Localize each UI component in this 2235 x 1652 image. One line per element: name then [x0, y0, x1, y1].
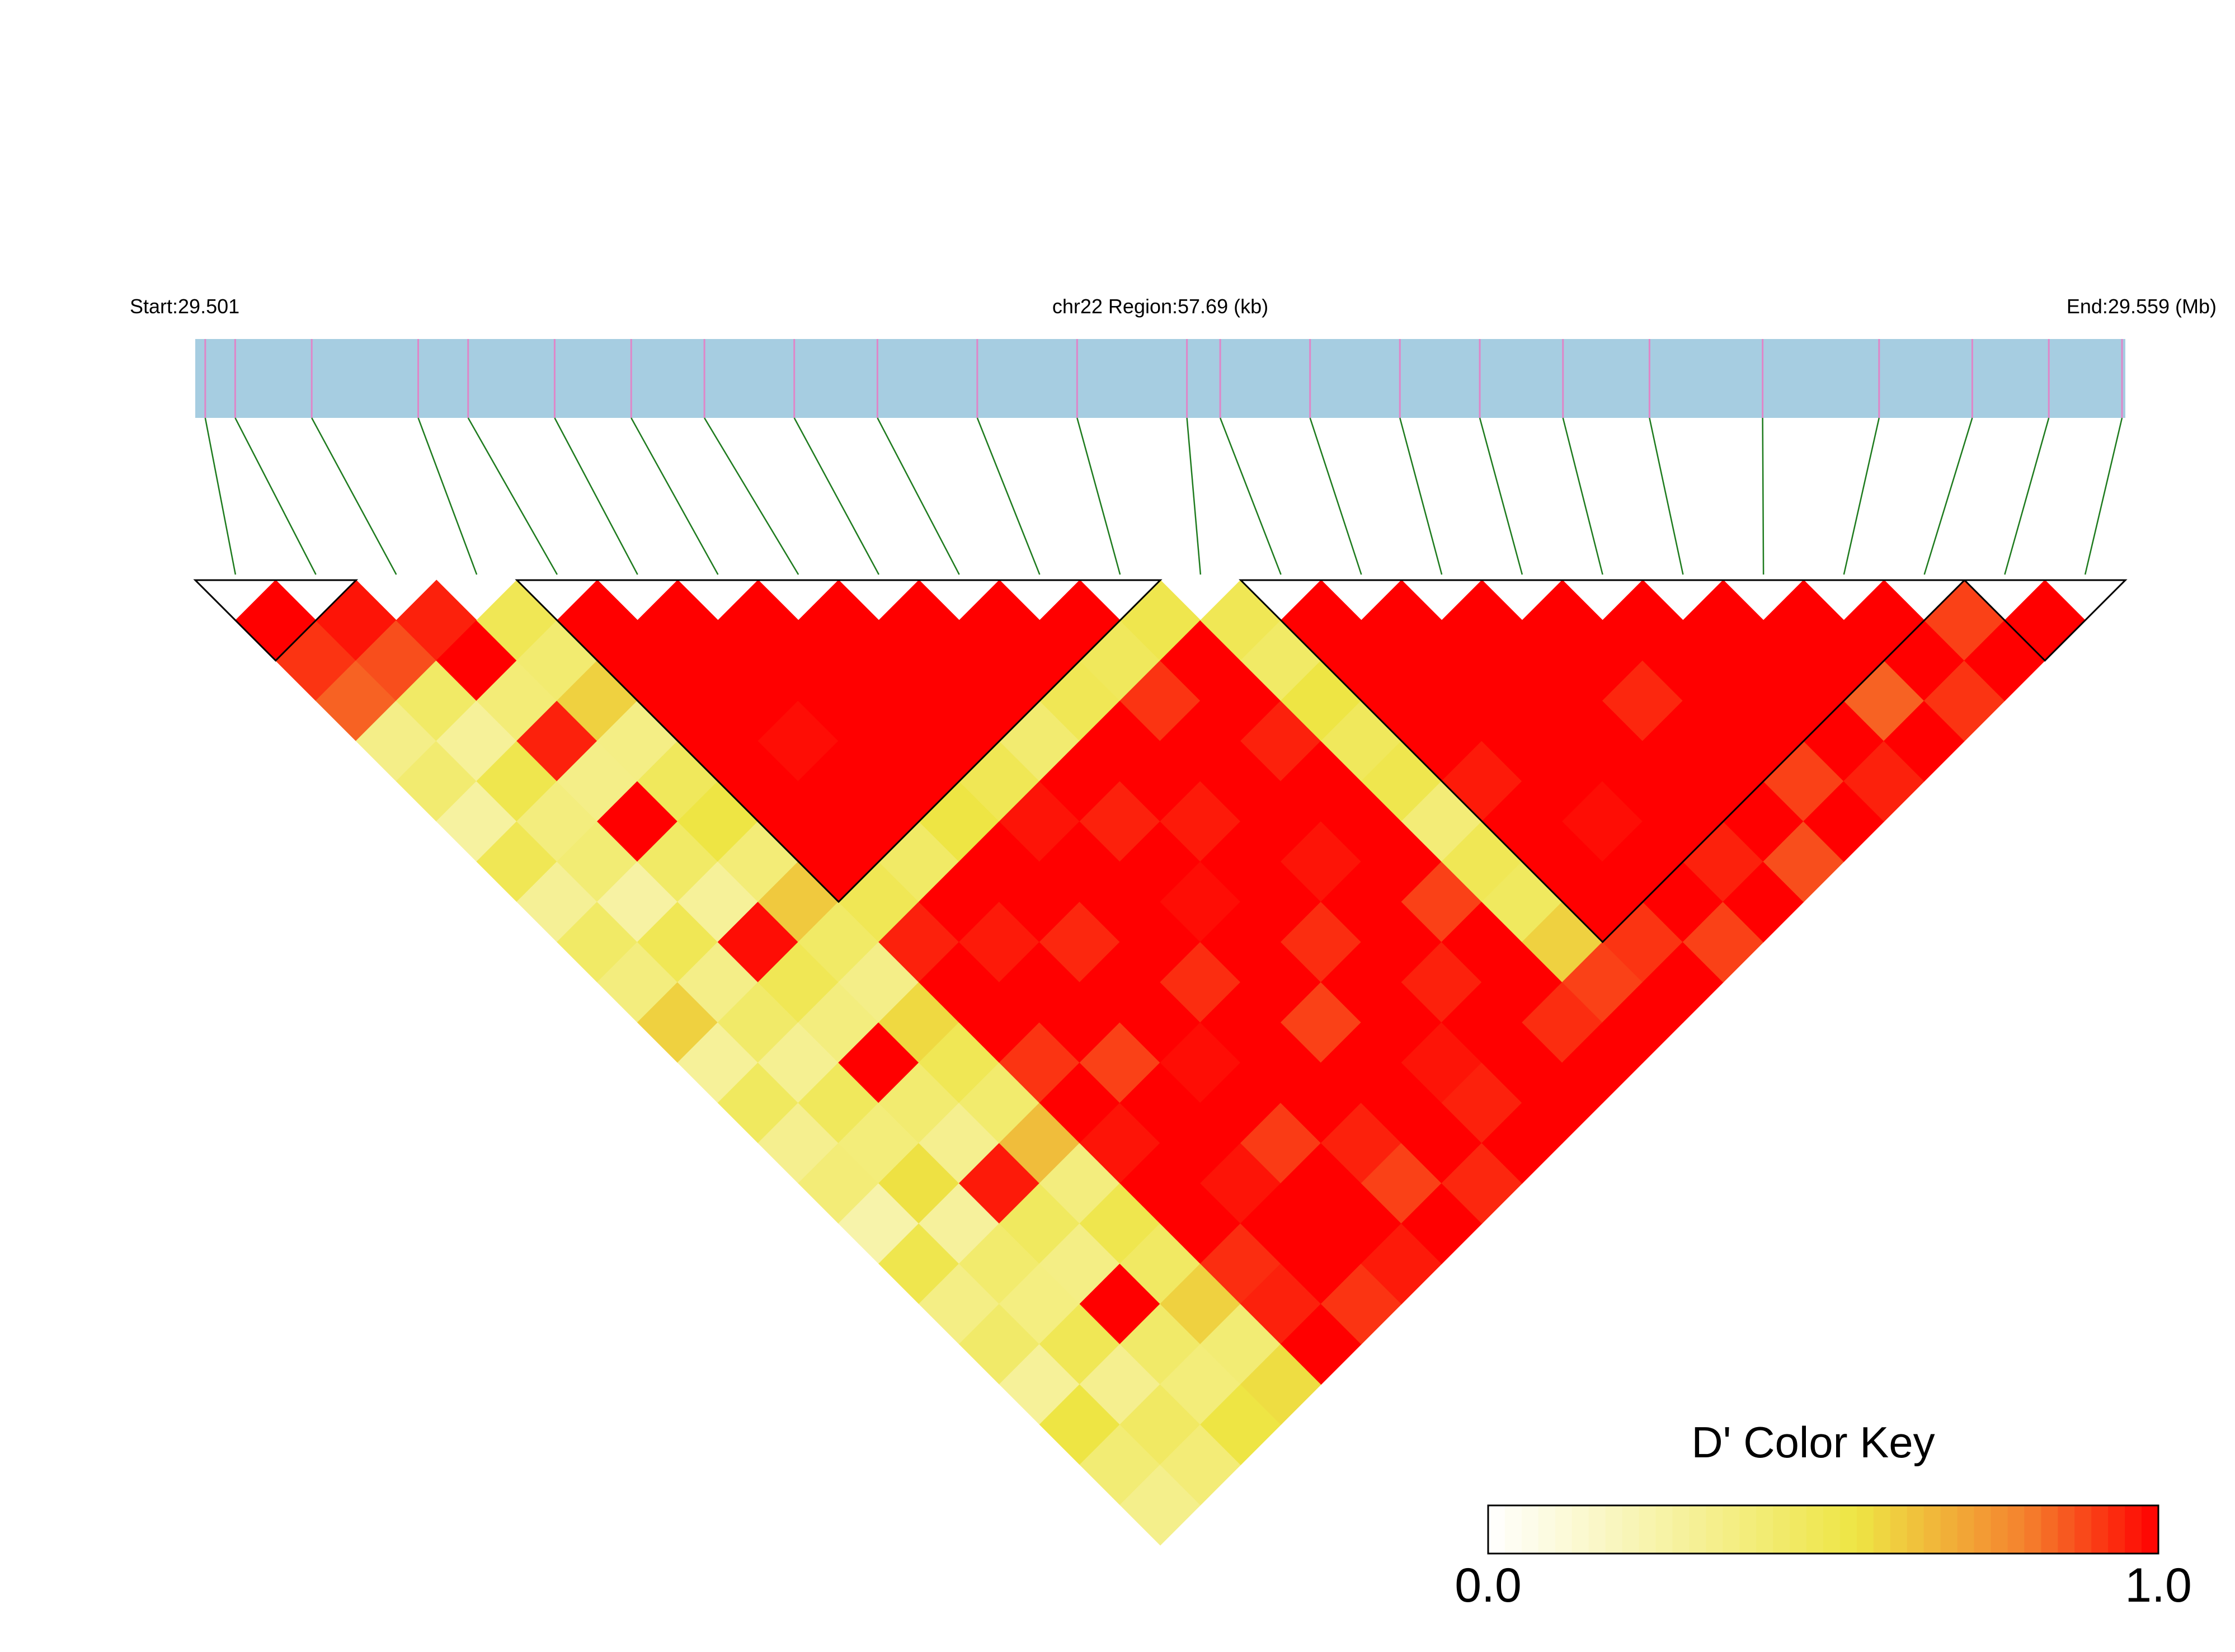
snp-connector: [554, 417, 638, 575]
snp-connector: [417, 417, 478, 575]
snp-connector: [630, 417, 719, 575]
key-swatch: [1639, 1505, 1656, 1554]
snp-connector: [1309, 417, 1362, 575]
start-label: Start:29.501: [130, 295, 239, 318]
key-swatch: [1957, 1505, 1975, 1554]
key-swatch: [2024, 1505, 2041, 1554]
key-swatch: [1504, 1505, 1522, 1554]
key-swatch: [1655, 1505, 1673, 1554]
snp-connector: [793, 417, 879, 575]
key-swatch: [1907, 1505, 1925, 1554]
snp-connector: [1076, 417, 1121, 575]
haplotype-block: [1239, 579, 1967, 943]
key-swatch: [1856, 1505, 1874, 1554]
key-swatch: [1974, 1505, 1991, 1554]
key-swatch: [1739, 1505, 1757, 1554]
snp-connector: [976, 417, 1041, 575]
key-swatch: [1773, 1505, 1790, 1554]
key-swatch: [1890, 1505, 1908, 1554]
snp-connector: [311, 417, 397, 575]
snp-connector: [704, 417, 799, 575]
key-swatch: [1839, 1505, 1857, 1554]
snp-connector: [877, 417, 960, 575]
key-swatch: [1873, 1505, 1891, 1554]
key-swatch: [2091, 1505, 2109, 1554]
snp-connector: [1923, 417, 1973, 575]
snp-connector: [1843, 417, 1880, 575]
key-swatch: [1521, 1505, 1539, 1554]
key-swatch: [1991, 1505, 2008, 1554]
snp-connector: [204, 417, 237, 575]
snp-connector: [1562, 417, 1603, 575]
key-swatch: [1672, 1505, 1690, 1554]
key-swatch: [1689, 1505, 1706, 1554]
key-title: D' Color Key: [1691, 1418, 1935, 1467]
key-swatch: [1923, 1505, 1941, 1554]
snp-connector: [1479, 417, 1523, 575]
haplotype-block: [1962, 579, 2128, 662]
key-tick-label: 0.0: [1455, 1559, 1522, 1612]
key-frame: [1487, 1504, 2159, 1555]
end-label: End:29.559 (Mb): [2067, 295, 2217, 318]
key-swatch: [2007, 1505, 2025, 1554]
key-tick-label: 1.0: [2125, 1559, 2192, 1612]
key-swatch: [1790, 1505, 1807, 1554]
key-swatch: [1571, 1505, 1589, 1554]
snp-connector: [2084, 417, 2123, 575]
key-swatch: [1940, 1505, 1958, 1554]
key-swatch: [2142, 1505, 2159, 1554]
snp-connector: [2004, 417, 2050, 575]
snp-connector: [1399, 417, 1443, 575]
key-swatch: [1706, 1505, 1723, 1554]
key-swatch: [1488, 1505, 1505, 1554]
key-swatch: [1588, 1505, 1606, 1554]
key-swatch: [1823, 1505, 1841, 1554]
snp-connector: [1186, 417, 1202, 575]
key-swatch: [1622, 1505, 1640, 1554]
snp-connector: [1219, 417, 1282, 575]
key-swatch: [1723, 1505, 1740, 1554]
haplotype-block: [515, 579, 1163, 903]
key-swatch: [1605, 1505, 1623, 1554]
key-swatch: [2058, 1505, 2075, 1554]
snp-track: [195, 339, 2125, 418]
key-swatch: [2108, 1505, 2125, 1554]
key-swatch: [1538, 1505, 1556, 1554]
snp-connector: [1649, 417, 1684, 575]
key-swatch: [1806, 1505, 1824, 1554]
chart-title: chr22 Region:57.69 (kb): [1052, 295, 1268, 318]
key-swatch: [1756, 1505, 1773, 1554]
snp-connector: [234, 417, 317, 575]
haplotype-block: [193, 579, 359, 662]
snp-connector: [467, 417, 558, 575]
key-swatch: [2041, 1505, 2058, 1554]
key-swatch: [1555, 1505, 1573, 1554]
key-swatch: [2125, 1505, 2142, 1554]
key-swatch: [2074, 1505, 2092, 1554]
